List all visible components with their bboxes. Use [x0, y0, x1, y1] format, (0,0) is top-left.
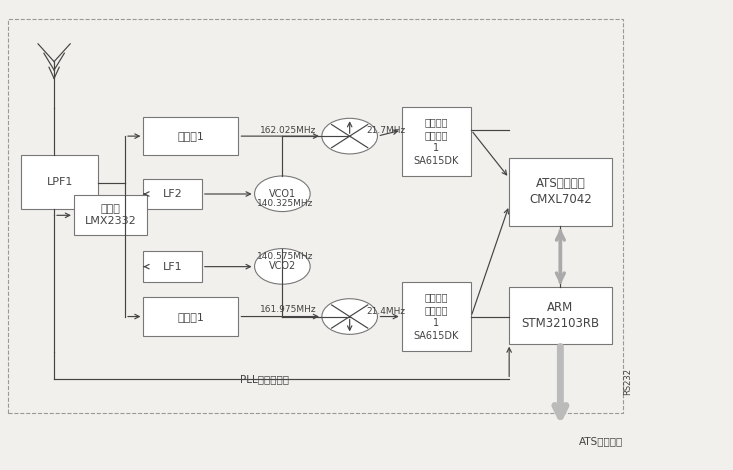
Text: 调频中频
解调单元
1
SA615DK: 调频中频 解调单元 1 SA615DK	[413, 292, 459, 341]
Text: 21.7MHz: 21.7MHz	[366, 126, 406, 135]
Bar	[402, 282, 471, 351]
Bar	[144, 179, 202, 209]
Text: 21.4MHz: 21.4MHz	[366, 307, 405, 316]
Bar	[144, 298, 238, 336]
Text: LF1: LF1	[163, 262, 183, 272]
Text: 161.975MHz: 161.975MHz	[260, 306, 317, 314]
Bar	[144, 251, 202, 282]
Text: 140.575MHz: 140.575MHz	[257, 252, 313, 261]
Bar	[402, 107, 471, 176]
Text: 162.025MHz: 162.025MHz	[260, 126, 317, 135]
Circle shape	[322, 299, 377, 334]
Circle shape	[254, 249, 310, 284]
Text: 调频中频
解调单元
1
SA615DK: 调频中频 解调单元 1 SA615DK	[413, 118, 459, 166]
Bar	[144, 117, 238, 156]
Text: 低噪放1: 低噪放1	[177, 312, 205, 321]
Text: VCO1: VCO1	[269, 189, 296, 199]
Text: LPF1: LPF1	[46, 177, 73, 187]
Text: 低噪放1: 低噪放1	[177, 131, 205, 141]
Bar	[8, 19, 622, 413]
Text: ARM
STM32103RB: ARM STM32103RB	[521, 301, 600, 330]
Text: 鉴相器
LMX2332: 鉴相器 LMX2332	[84, 204, 136, 227]
Text: PLL寄存器设置: PLL寄存器设置	[240, 374, 289, 384]
Bar	[21, 156, 98, 209]
Bar	[509, 157, 611, 226]
Bar	[74, 195, 147, 235]
Text: ATS数据处理
CMXL7042: ATS数据处理 CMXL7042	[529, 177, 592, 206]
Bar	[509, 288, 611, 344]
Text: LF2: LF2	[163, 189, 183, 199]
Text: ATS数据输出: ATS数据输出	[578, 436, 623, 446]
Text: 140.325MHz: 140.325MHz	[257, 199, 313, 208]
Circle shape	[254, 176, 310, 212]
Circle shape	[322, 118, 377, 154]
Text: RS232: RS232	[623, 368, 632, 395]
Text: VCO2: VCO2	[269, 261, 296, 271]
